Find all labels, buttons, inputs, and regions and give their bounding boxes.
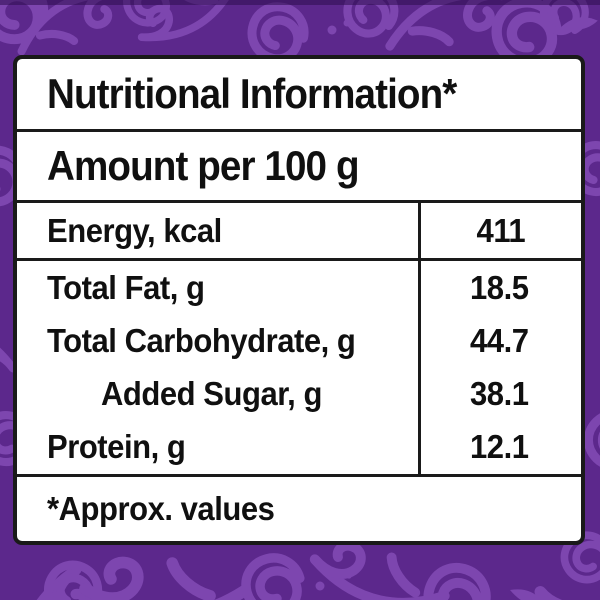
footnote: *Approx. values (47, 490, 275, 527)
row-value: 44.7 (469, 321, 529, 359)
row-value-cell: 38.1 (421, 368, 581, 421)
table-row-protein: Protein, g (17, 421, 418, 474)
nutrition-panel: Nutritional Information* Amount per 100 … (13, 55, 585, 545)
table-row-total-carbohydrate: Total Carbohydrate, g (17, 314, 418, 367)
value-column: 18.5 44.7 38.1 12.1 (418, 261, 581, 474)
table-body-block: Total Fat, g Total Carbohydrate, g Added… (17, 261, 581, 477)
row-label: Protein, g (47, 428, 186, 466)
row-label-cell: Energy, kcal (17, 203, 418, 258)
table-row-added-sugar: Added Sugar, g (17, 368, 418, 421)
row-label: Total Carbohydrate, g (47, 321, 356, 359)
row-value: 18.5 (469, 268, 529, 306)
row-label: Energy, kcal (47, 211, 222, 249)
row-value: 411 (476, 211, 526, 249)
row-value-cell: 18.5 (421, 261, 581, 314)
row-value-cell: 44.7 (421, 314, 581, 367)
label-column: Total Fat, g Total Carbohydrate, g Added… (17, 261, 418, 474)
amount-per-header-row: Amount per 100 g (17, 132, 581, 203)
footnote-row: *Approx. values (17, 477, 581, 541)
panel-title-row: Nutritional Information* (17, 59, 581, 132)
row-value-cell: 411 (418, 203, 581, 258)
row-label: Total Fat, g (47, 268, 205, 306)
row-value: 12.1 (469, 428, 529, 466)
table-row-energy: Energy, kcal 411 (17, 203, 581, 261)
row-value-cell: 12.1 (421, 421, 581, 474)
panel-title: Nutritional Information* (47, 70, 457, 117)
amount-per-header: Amount per 100 g (47, 142, 360, 189)
row-value: 38.1 (469, 375, 529, 413)
row-label: Added Sugar, g (101, 375, 322, 413)
table-row-total-fat: Total Fat, g (17, 261, 418, 314)
